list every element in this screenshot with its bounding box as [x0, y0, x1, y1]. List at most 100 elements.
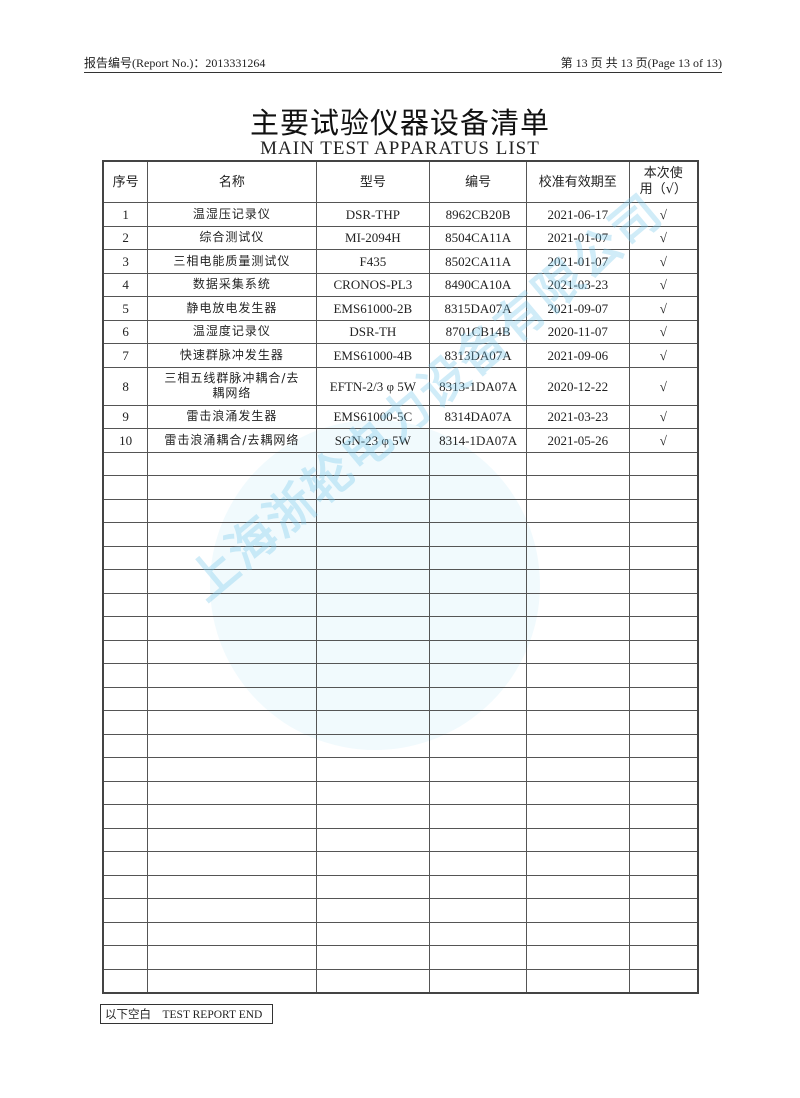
table-cell: F435	[315, 249, 431, 274]
column-header: 型号	[315, 160, 431, 203]
empty-cell	[628, 686, 699, 711]
empty-cell	[147, 780, 317, 805]
empty-cell	[429, 945, 528, 970]
empty-cell	[628, 945, 699, 970]
empty-cell	[102, 545, 149, 570]
empty-cell	[315, 733, 431, 758]
empty-row	[102, 451, 699, 476]
empty-cell	[526, 804, 630, 829]
empty-cell	[429, 663, 528, 688]
empty-cell	[429, 898, 528, 923]
empty-cell	[429, 733, 528, 758]
table-cell: 静电放电发生器	[147, 296, 317, 321]
empty-row	[102, 663, 699, 688]
empty-cell	[102, 968, 149, 994]
empty-cell	[429, 451, 528, 476]
table-cell: SGN-23 φ 5W	[315, 428, 431, 453]
empty-cell	[147, 757, 317, 782]
empty-cell	[315, 522, 431, 547]
table-cell: 数据采集系统	[147, 272, 317, 297]
table-cell: EFTN-2/3 φ 5W	[315, 366, 431, 406]
empty-cell	[102, 522, 149, 547]
empty-cell	[429, 545, 528, 570]
empty-cell	[147, 475, 317, 500]
empty-cell	[147, 545, 317, 570]
empty-cell	[147, 968, 317, 994]
table-row: 2 综合测试仪 MI-2094H 8504CA11A 2021-01-07 √	[102, 225, 699, 250]
column-header: 编号	[429, 160, 528, 203]
table-cell: 2	[102, 225, 149, 250]
table-cell: 综合测试仪	[147, 225, 317, 250]
table-cell: 温湿度记录仪	[147, 319, 317, 344]
empty-cell	[628, 522, 699, 547]
empty-cell	[315, 710, 431, 735]
empty-cell	[102, 498, 149, 523]
empty-cell	[102, 921, 149, 946]
empty-cell	[526, 663, 630, 688]
empty-cell	[429, 780, 528, 805]
table-cell: 8502CA11A	[429, 249, 528, 274]
empty-cell	[315, 545, 431, 570]
empty-row	[102, 733, 699, 758]
empty-cell	[526, 710, 630, 735]
report-header: 报告编号(Report No.)：2013331264 第 13 页 共 13 …	[84, 50, 722, 73]
empty-row	[102, 616, 699, 641]
table-cell: 8701CB14B	[429, 319, 528, 344]
empty-cell	[429, 592, 528, 617]
table-cell: 温湿压记录仪	[147, 202, 317, 227]
table-cell: 8	[102, 366, 149, 406]
empty-cell	[526, 874, 630, 899]
column-header: 本次使用（√）	[628, 160, 699, 203]
table-cell: √	[628, 404, 699, 429]
table-row: 3 三相电能质量测试仪 F435 8502CA11A 2021-01-07 √	[102, 249, 699, 274]
empty-cell	[102, 898, 149, 923]
empty-cell	[628, 710, 699, 735]
empty-cell	[147, 945, 317, 970]
empty-cell	[147, 686, 317, 711]
empty-row	[102, 686, 699, 711]
empty-cell	[315, 639, 431, 664]
empty-row	[102, 522, 699, 547]
empty-cell	[147, 569, 317, 594]
empty-cell	[102, 827, 149, 852]
empty-cell	[628, 639, 699, 664]
empty-cell	[628, 921, 699, 946]
table-row: 10 雷击浪涌耦合/去耦网络 SGN-23 φ 5W 8314-1DA07A 2021-…	[102, 428, 699, 453]
empty-cell	[147, 898, 317, 923]
empty-row	[102, 780, 699, 805]
empty-cell	[429, 921, 528, 946]
table-cell: 8962CB20B	[429, 202, 528, 227]
table-cell: √	[628, 249, 699, 274]
table-cell: EMS61000-2B	[315, 296, 431, 321]
empty-cell	[147, 451, 317, 476]
table-cell: EMS61000-5C	[315, 404, 431, 429]
empty-cell	[526, 757, 630, 782]
empty-row	[102, 498, 699, 523]
empty-cell	[526, 686, 630, 711]
empty-cell	[147, 827, 317, 852]
report-number: 报告编号(Report No.)：2013331264	[84, 56, 266, 70]
empty-cell	[628, 733, 699, 758]
empty-row	[102, 545, 699, 570]
empty-cell	[628, 616, 699, 641]
empty-row	[102, 639, 699, 664]
empty-cell	[315, 451, 431, 476]
table-row: 4 数据采集系统 CRONOS-PL3 8490CA10A 2021-03-23 √	[102, 272, 699, 297]
table-cell: 10	[102, 428, 149, 453]
empty-cell	[315, 851, 431, 876]
empty-cell	[526, 498, 630, 523]
empty-cell	[628, 827, 699, 852]
empty-cell	[315, 592, 431, 617]
empty-cell	[429, 804, 528, 829]
empty-cell	[429, 522, 528, 547]
empty-cell	[526, 780, 630, 805]
empty-cell	[526, 616, 630, 641]
table-cell: 2021-09-07	[526, 296, 630, 321]
empty-cell	[102, 569, 149, 594]
table-cell: 2021-06-17	[526, 202, 630, 227]
column-header: 序号	[102, 160, 149, 203]
table-cell: 雷击浪涌耦合/去耦网络	[147, 428, 317, 453]
table-cell: 5	[102, 296, 149, 321]
table-cell: 三相电能质量测试仪	[147, 249, 317, 274]
empty-cell	[628, 569, 699, 594]
